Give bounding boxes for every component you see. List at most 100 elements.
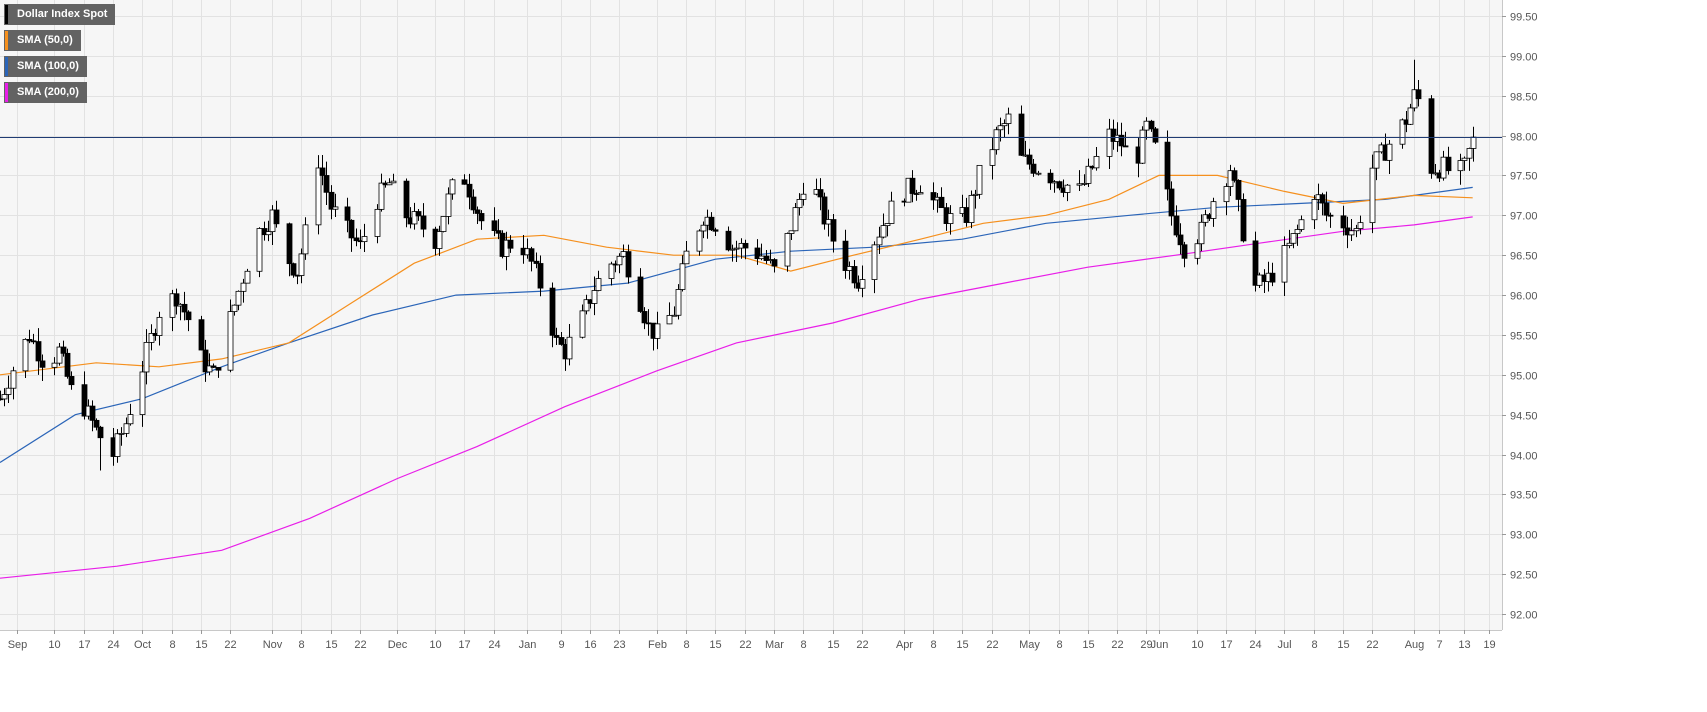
candle-body-down [353, 237, 360, 242]
candle [1018, 105, 1025, 156]
candle-body-down [625, 251, 632, 278]
candle [244, 268, 251, 284]
candle-body-up [1198, 221, 1205, 245]
legend-label: SMA (200,0) [17, 86, 79, 98]
candle [290, 262, 297, 278]
candle-body-up [880, 225, 887, 238]
candle [1085, 158, 1092, 187]
x-tick-label: 16 [584, 639, 596, 651]
candle-body-down [742, 242, 749, 249]
legend-swatch [5, 31, 8, 50]
candle-body-up [972, 193, 979, 196]
candle [10, 366, 17, 400]
x-axis-panel [0, 630, 1502, 712]
candle-body-down [495, 230, 502, 234]
candle-body-down [754, 247, 761, 260]
candle [1035, 170, 1042, 176]
legend-item-sma-200[interactable]: SMA (200,0) [4, 82, 87, 103]
y-tick-label: 92.50 [1510, 570, 1538, 582]
candle-body-up [884, 223, 891, 227]
candle-body-up [1035, 172, 1042, 175]
candle [323, 161, 330, 206]
sma-100-path [0, 186, 1473, 464]
candle [478, 210, 485, 230]
candle [1386, 140, 1393, 174]
candle [884, 223, 891, 237]
candle-body-up [206, 365, 213, 373]
x-tick-label: 22 [1111, 639, 1123, 651]
candle [390, 173, 397, 184]
candle [1177, 223, 1184, 255]
candle-body-up [796, 199, 803, 209]
x-tick-label: Feb [648, 639, 667, 651]
x-tick-label: 22 [1366, 639, 1378, 651]
candle-body-up [1139, 129, 1146, 164]
legend-item-sma-50[interactable]: SMA (50,0) [4, 30, 81, 51]
candle-body-up [1, 394, 8, 400]
candle-body-down [198, 319, 205, 351]
x-tick-label: Sep [8, 639, 28, 651]
candle [1256, 272, 1263, 288]
y-tick-label: 92.00 [1510, 610, 1538, 622]
candle-body-up [729, 248, 736, 251]
candle-body-up [123, 423, 130, 434]
candle [675, 284, 682, 320]
candle-body-up [1051, 181, 1058, 184]
x-tick-label: 17 [78, 639, 90, 651]
candle [616, 253, 623, 274]
candle-body-down [1030, 163, 1037, 174]
candle-body-down [1235, 179, 1242, 200]
candle-body-up [859, 279, 866, 289]
candle [729, 244, 736, 262]
candle [206, 353, 213, 376]
candle-body-up [788, 230, 795, 234]
candle [1281, 236, 1288, 296]
candle [470, 189, 477, 214]
candle-body-down [60, 346, 67, 354]
candle [1319, 192, 1326, 216]
candle [1340, 205, 1347, 236]
candle [378, 173, 385, 212]
y-tick-label: 99.00 [1510, 52, 1538, 64]
candle-body-down [286, 223, 293, 265]
candle-body-down [202, 349, 209, 373]
candle-body-down [290, 263, 297, 276]
candle [353, 228, 360, 247]
candle-body-down [1047, 172, 1054, 184]
candle-body-down [851, 266, 858, 284]
candle-body-up [1143, 120, 1150, 131]
candle-body-down [1240, 199, 1247, 242]
candle-body-up [390, 180, 397, 184]
candle-body-up [1373, 151, 1380, 169]
y-tick-label: 95.00 [1510, 371, 1538, 383]
x-tick-label: Jan [519, 639, 537, 651]
legend-item-sma-100[interactable]: SMA (100,0) [4, 56, 87, 77]
candle-body-up [1461, 157, 1468, 161]
candle [989, 137, 996, 180]
x-tick-label: 24 [107, 639, 119, 651]
y-tick-label: 99.50 [1510, 12, 1538, 24]
candle [5, 375, 12, 403]
candle-body-down [1118, 134, 1125, 147]
x-tick-label: 22 [986, 639, 998, 651]
candle-body-up [440, 216, 447, 232]
candle-body-up [227, 311, 234, 371]
candle [56, 343, 63, 366]
candle [696, 229, 703, 256]
candle [1081, 174, 1088, 186]
legend-item-dollar-index[interactable]: Dollar Index Spot [4, 4, 116, 25]
candle-body-down [1173, 215, 1180, 236]
candle-body-down [1340, 215, 1347, 229]
candle-body-down [1415, 89, 1422, 100]
candle-body-down [763, 255, 770, 261]
candle-body-down [328, 191, 335, 210]
candle [725, 226, 732, 252]
candle-body-up [1001, 123, 1008, 127]
candle [1428, 95, 1435, 179]
candle [733, 240, 740, 262]
candle [420, 203, 427, 238]
candle [830, 214, 837, 253]
candle [231, 304, 238, 316]
y-tick-label: 94.00 [1510, 451, 1538, 463]
